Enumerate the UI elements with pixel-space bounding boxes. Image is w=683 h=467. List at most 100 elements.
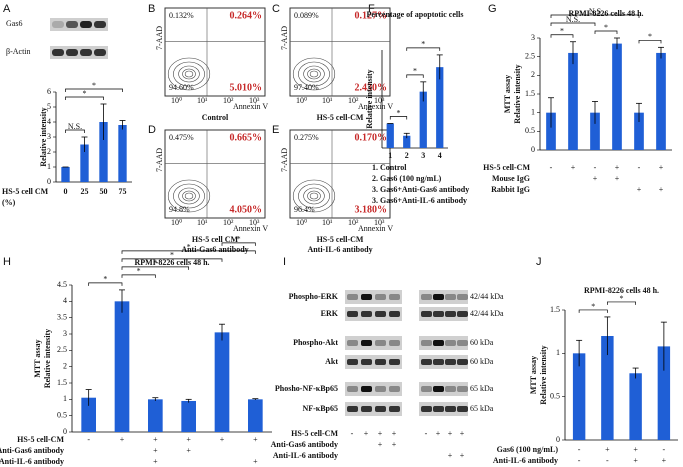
- panel-letter: F: [368, 3, 375, 15]
- y-axis-label: MTT assay: [529, 356, 538, 394]
- condition-cell: +: [220, 435, 225, 444]
- blot-band: [375, 294, 386, 300]
- significance-label: *: [103, 275, 107, 284]
- flow-tick: 10²: [223, 96, 234, 105]
- y-tick-label: 2.5: [525, 51, 535, 60]
- blot-band: [433, 386, 444, 392]
- blot-band: [433, 406, 444, 412]
- blot-band: [457, 294, 468, 300]
- significance-bracket: [65, 129, 85, 133]
- significance-label: *: [397, 108, 401, 117]
- blot-size: 65 kDa: [470, 404, 494, 413]
- flow-frame: [289, 129, 391, 219]
- blot-band: [94, 21, 106, 28]
- x-tick-label: 2: [405, 151, 409, 160]
- condition-cell: +: [364, 429, 369, 438]
- significance-bracket: [65, 88, 123, 92]
- blot-band: [389, 340, 400, 346]
- blot-band: [80, 49, 92, 56]
- x-tick-label: 0: [64, 187, 68, 196]
- blot-band: [433, 294, 444, 300]
- significance-label: N.S.: [68, 122, 82, 131]
- blot-band: [375, 359, 386, 365]
- contour: [182, 68, 196, 80]
- condition-cell: +: [460, 429, 465, 438]
- blot-band: [421, 406, 432, 412]
- panel-letter: C: [272, 3, 280, 15]
- blot-band: [433, 311, 444, 317]
- blot-band: [66, 49, 78, 56]
- significance-bracket: [594, 30, 618, 34]
- panel-letter: I: [283, 256, 286, 268]
- condition-cell: +: [392, 440, 397, 449]
- quadrant-percent: 2.430%: [355, 82, 388, 93]
- y-axis-label: Relative intensity: [43, 329, 52, 388]
- x-tick-label: 1: [388, 151, 392, 160]
- condition-cell: +: [593, 174, 598, 183]
- contour: [167, 57, 211, 91]
- blot-band: [433, 359, 444, 365]
- contour: [303, 65, 325, 83]
- y-tick-label: 2: [47, 147, 51, 156]
- condition-cell: +: [253, 457, 258, 466]
- blot-band: [347, 386, 358, 392]
- condition-cell: +: [605, 445, 610, 454]
- flow-y-label: 7-AAD: [155, 26, 164, 50]
- condition-cell: +: [392, 429, 397, 438]
- condition-cell: +: [659, 185, 664, 194]
- significance-bracket: [550, 22, 596, 26]
- flow-caption: Anti-Gas6 antibody: [181, 245, 248, 254]
- blot-band: [457, 359, 468, 365]
- quadrant-percent: 97.40%: [294, 83, 319, 92]
- bar: [601, 336, 614, 440]
- condition-cell: +: [448, 429, 453, 438]
- legend-item: 2. Gas6 (100 ng/mL): [372, 174, 442, 183]
- significance-bracket: [607, 301, 636, 305]
- condition-cell: +: [153, 446, 158, 455]
- contour: [292, 179, 336, 213]
- blot-band: [457, 340, 468, 346]
- flow-tick: 10¹: [197, 96, 208, 105]
- blot-band: [433, 340, 444, 346]
- blot-strip: [345, 382, 402, 396]
- bar: [590, 112, 600, 150]
- condition-cell: +: [637, 185, 642, 194]
- y-axis-label: MTT assay: [33, 339, 42, 377]
- flow-tick: 10⁰: [296, 96, 307, 105]
- blot-band: [361, 294, 372, 300]
- condition-cell: +: [460, 451, 465, 460]
- blot-size: 42/44 kDa: [470, 309, 504, 318]
- blot-band: [445, 311, 456, 317]
- condition-cell: +: [378, 429, 383, 438]
- blot-band: [389, 294, 400, 300]
- bar: [568, 52, 578, 150]
- blot-band: [421, 359, 432, 365]
- x-tick-label: 75: [119, 187, 127, 196]
- significance-bracket: [550, 34, 574, 38]
- condition-label: Anti-IL-6 antibody: [0, 457, 64, 466]
- contour: [173, 183, 205, 209]
- contour: [307, 190, 321, 202]
- condition-cell: -: [425, 429, 428, 438]
- condition-label: HS-5 cell-CM: [291, 429, 338, 438]
- bar: [80, 144, 89, 182]
- significance-bracket: [638, 39, 662, 44]
- quadrant-percent: 0.665%: [230, 132, 263, 143]
- blot-strip: [345, 290, 402, 304]
- blot-band: [361, 340, 372, 346]
- blot-band: [347, 340, 358, 346]
- y-tick-label: 2.5: [57, 345, 67, 354]
- bar: [436, 67, 444, 148]
- blot-band: [445, 359, 456, 365]
- blot-size: 60 kDa: [470, 357, 494, 366]
- flow-x-label: Annexin V: [233, 224, 268, 233]
- blot-band: [389, 386, 400, 392]
- significance-label: *: [153, 259, 157, 268]
- condition-cell: +: [186, 435, 191, 444]
- blot-band: [445, 294, 456, 300]
- blot-label: ERK: [321, 309, 339, 318]
- blot-strip: [345, 307, 402, 321]
- significance-label: *: [92, 81, 96, 90]
- bar: [657, 346, 671, 440]
